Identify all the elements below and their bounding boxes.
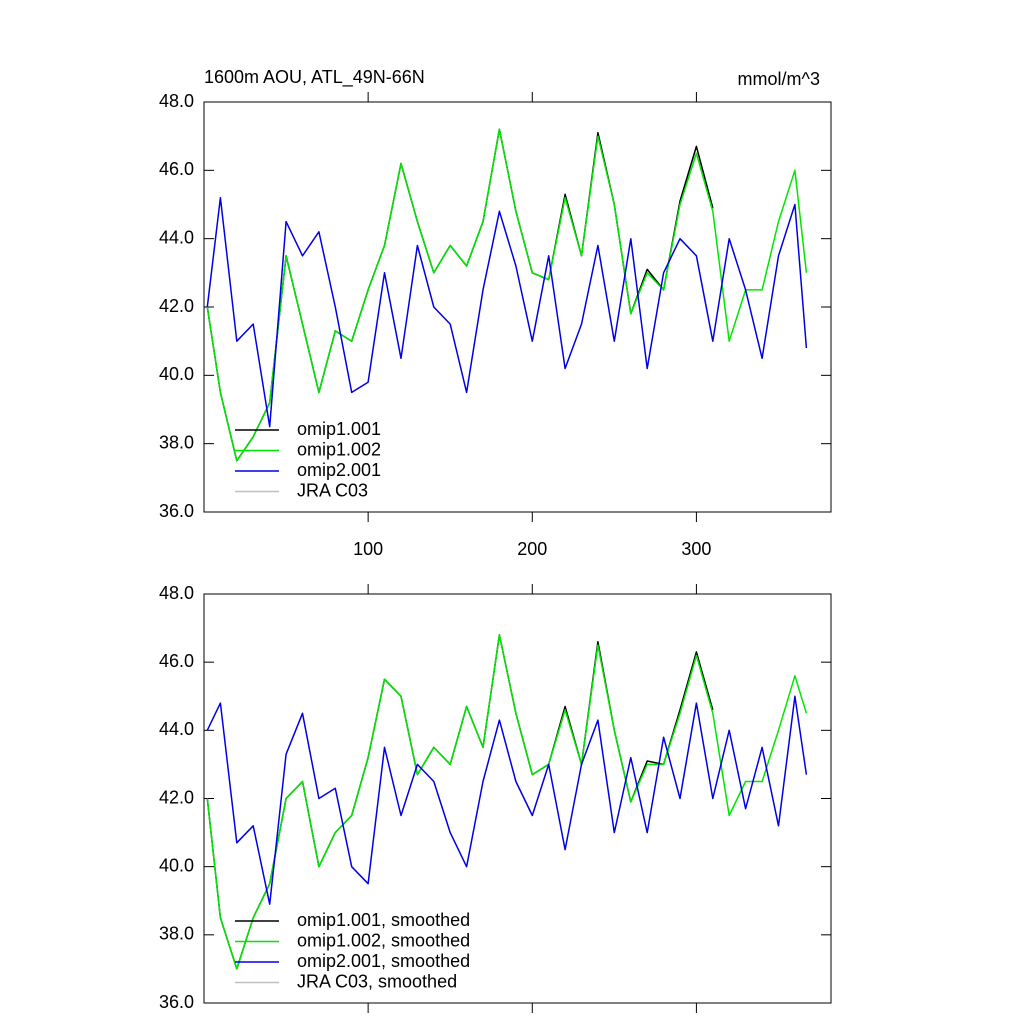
series-line [206,634,808,970]
units-label: mmol/m^3 [738,69,820,89]
y-tick-label: 48.0 [159,91,194,111]
y-tick-label: 40.0 [159,855,194,875]
legend-label: JRA C03 [297,480,368,500]
series-line [206,196,808,428]
y-tick-label: 42.0 [159,296,194,316]
y-tick-label: 38.0 [159,924,194,944]
y-tick-label: 44.0 [159,227,194,247]
y-tick-label: 46.0 [159,651,194,671]
legend-label: omip1.001, smoothed [297,910,470,930]
x-tick-label: 100 [353,539,383,559]
chart-title: 1600m AOU, ATL_49N-66N [204,67,425,88]
y-tick-label: 40.0 [159,364,194,384]
y-tick-label: 38.0 [159,432,194,452]
series-line [206,128,808,462]
legend-label: omip1.002, smoothed [297,930,470,950]
legend-label: omip1.002 [297,439,381,459]
y-tick-label: 44.0 [159,719,194,739]
y-tick-label: 36.0 [159,992,194,1012]
legend-label: omip1.001 [297,419,381,439]
x-tick-label: 300 [681,539,711,559]
series-line [206,128,714,462]
y-tick-label: 48.0 [159,583,194,603]
legend-label: omip2.001, smoothed [297,951,470,971]
y-tick-label: 42.0 [159,787,194,807]
y-tick-label: 46.0 [159,159,194,179]
series-line [206,695,808,905]
legend-label: JRA C03, smoothed [297,971,457,991]
x-tick-label: 200 [517,539,547,559]
y-tick-label: 36.0 [159,501,194,521]
legend-label: omip2.001 [297,460,381,480]
